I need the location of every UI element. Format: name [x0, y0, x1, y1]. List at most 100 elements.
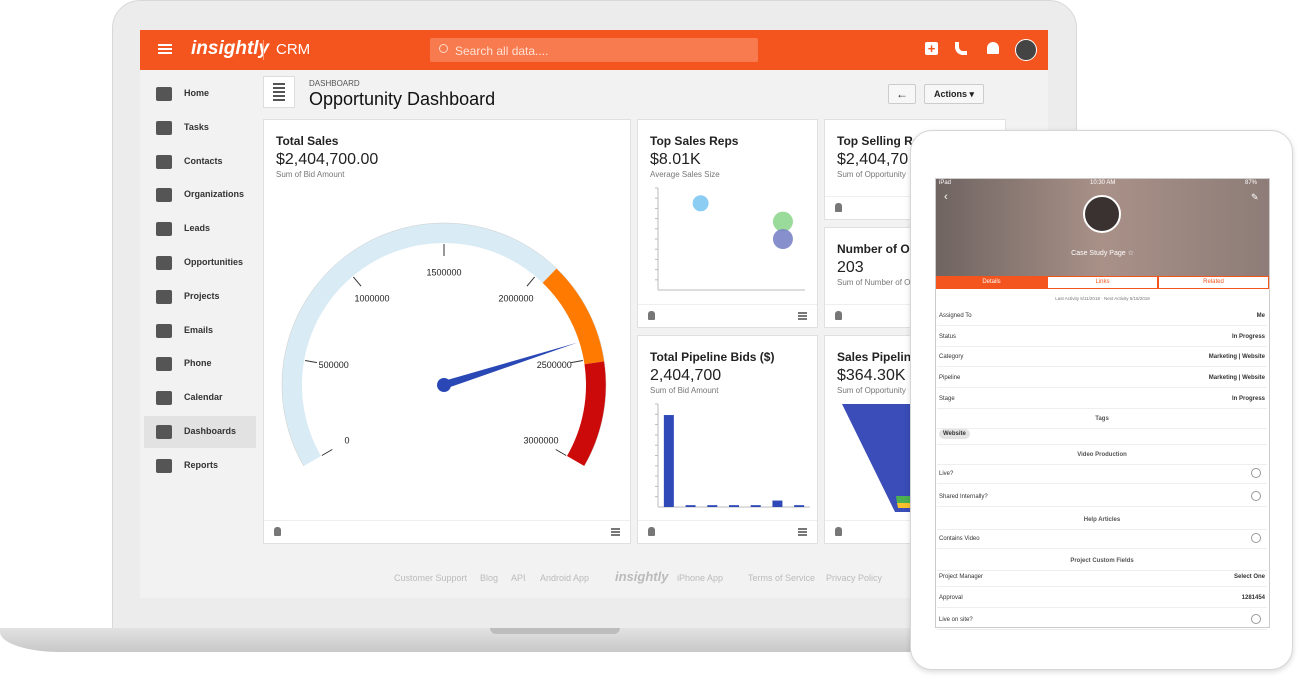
field-row: Stage In Progress	[937, 389, 1267, 409]
nav-item[interactable]: Tasks	[144, 112, 256, 144]
tag-chip[interactable]: Website	[939, 429, 970, 439]
status-battery: 87%	[1245, 180, 1258, 186]
card-footer	[638, 304, 817, 327]
card-title: Top Selling Re	[837, 134, 920, 148]
nav-item[interactable]: Reports	[144, 450, 256, 482]
card-caption: Sum of Opportunity	[837, 386, 906, 395]
nav-label: Organizations	[184, 189, 245, 200]
nav-item[interactable]: Dashboards	[144, 416, 256, 448]
field-label: Approval	[939, 595, 963, 601]
footer-link[interactable]: insightly	[615, 569, 669, 584]
gauge-tick	[570, 360, 583, 364]
breadcrumb[interactable]: DASHBOARD	[309, 79, 360, 88]
footer-link[interactable]: Android App	[540, 573, 590, 583]
page-title: Opportunity Dashboard	[309, 89, 496, 109]
search-box[interactable]: Search all data....	[430, 38, 758, 62]
nav-item[interactable]: Home	[144, 78, 256, 110]
nav-label: Projects	[184, 290, 220, 301]
footer-link[interactable]: Terms of Service	[748, 573, 816, 583]
nav-item[interactable]: Contacts	[144, 146, 256, 178]
bar	[794, 505, 805, 507]
bar	[729, 505, 739, 507]
tab[interactable]: Links	[1047, 276, 1158, 289]
nav-item[interactable]: Leads	[144, 213, 256, 245]
gauge-tick-label: 500000	[319, 360, 349, 370]
add-button[interactable]: +	[925, 42, 938, 55]
tab[interactable]: Related	[1158, 276, 1269, 289]
gauge-tick-label: 2000000	[498, 294, 533, 304]
nav-icon	[156, 222, 172, 237]
scatter-point	[772, 229, 793, 249]
funnel-stage	[896, 496, 913, 503]
field-row: Tags	[937, 409, 1267, 429]
footer-link[interactable]: Privacy Policy	[826, 573, 883, 583]
nav-label: Calendar	[184, 392, 223, 403]
edit-button[interactable]: ✎	[1251, 192, 1259, 202]
activity-info: Last Activity 5/11/2018 · Next Activity …	[1055, 296, 1150, 301]
gauge-tick-label: 2500000	[537, 360, 572, 370]
user-icon	[648, 527, 655, 536]
divider	[263, 40, 264, 60]
gauge-tick	[526, 276, 536, 287]
gauge-outline	[281, 222, 607, 467]
gauge-band	[542, 268, 605, 365]
field-label: Live on site?	[939, 617, 973, 623]
actions-button[interactable]: Actions ▾	[924, 84, 984, 104]
card-value: 2,404,700	[650, 367, 722, 384]
card-caption: Average Sales Size	[650, 170, 720, 179]
nav-item[interactable]: Calendar	[144, 382, 256, 414]
back-button[interactable]: ‹	[944, 191, 948, 203]
back-button[interactable]: ←	[888, 84, 916, 104]
field-value: Marketing | Website	[1208, 354, 1265, 360]
field-label: Assigned To	[939, 313, 972, 319]
field-value: Select One	[1233, 574, 1265, 580]
footer-link[interactable]: iPhone App	[677, 573, 724, 583]
field-row: Project Custom Fields	[937, 551, 1267, 571]
menu-button[interactable]	[158, 44, 172, 54]
field-row: Pipeline Marketing | Website	[937, 368, 1267, 388]
field-row: Help Articles	[937, 510, 1267, 530]
record-avatar	[1083, 195, 1121, 233]
footer-link[interactable]: Customer Support	[394, 573, 468, 583]
nav-label: Opportunities	[184, 257, 243, 267]
card-footer	[264, 520, 630, 543]
nav-item[interactable]: Organizations	[144, 179, 256, 211]
gauge-tick-label: 3000000	[523, 435, 558, 445]
footer-link[interactable]: Blog	[480, 573, 499, 583]
nav-label: Leads	[184, 223, 211, 234]
footer-link[interactable]: API	[511, 573, 526, 583]
toggle[interactable]	[1251, 468, 1261, 478]
gauge-needle	[442, 342, 578, 389]
list-icon[interactable]	[798, 528, 807, 536]
tab[interactable]: Details	[936, 276, 1047, 289]
field-label: Shared Internally?	[939, 494, 988, 500]
toggle[interactable]	[1251, 491, 1261, 501]
field-label: Project Manager	[939, 574, 984, 580]
field-row: Status In Progress	[937, 327, 1267, 347]
notifications-button[interactable]	[987, 42, 999, 54]
nav-label: Dashboards	[184, 426, 237, 436]
app-name: CRM	[276, 41, 311, 58]
total-sales-card: Total Sales $2,404,700.00 Sum of Bid Amo…	[263, 119, 631, 544]
nav-item[interactable]: Phone	[144, 348, 256, 380]
card-caption: Sum of Bid Amount	[650, 386, 719, 395]
brand-logo[interactable]: insightly	[191, 38, 270, 59]
bar	[750, 505, 761, 507]
toggle[interactable]	[1251, 533, 1261, 543]
list-icon[interactable]	[611, 528, 620, 536]
user-avatar[interactable]	[1015, 39, 1037, 61]
field-row: Category Marketing | Website	[937, 347, 1267, 367]
nav-icon	[156, 458, 172, 473]
toggle[interactable]	[1251, 614, 1261, 624]
nav-item[interactable]: Emails	[144, 315, 256, 347]
nav-icon	[156, 154, 172, 169]
nav-icon	[156, 391, 172, 406]
nav-item[interactable]: Projects	[144, 281, 256, 313]
card-value: $364.30K	[837, 367, 906, 384]
phone-button[interactable]	[955, 42, 967, 55]
status-device: iPad	[939, 180, 952, 186]
list-icon[interactable]	[798, 312, 807, 320]
nav-item[interactable]: Opportunities	[144, 247, 256, 279]
field-value: In Progress	[1231, 396, 1265, 402]
card-value: $2,404,700.00	[276, 151, 379, 168]
